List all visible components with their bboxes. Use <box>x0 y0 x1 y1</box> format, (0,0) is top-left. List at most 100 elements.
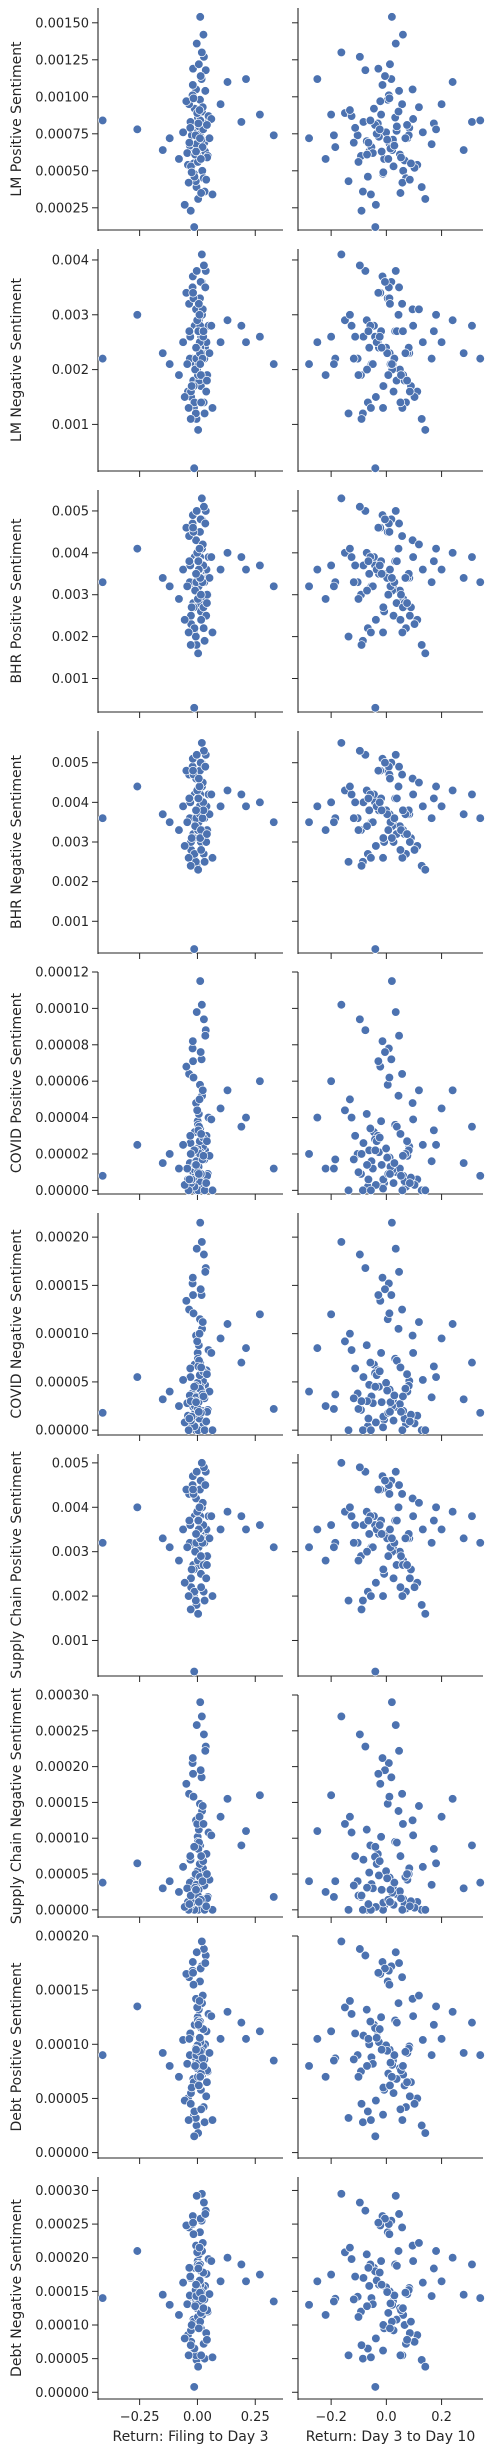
point <box>186 1149 196 1159</box>
point <box>380 1475 390 1486</box>
point <box>475 1538 485 1548</box>
point <box>186 206 196 216</box>
x-tick-label-2-0: −0.2 <box>315 2410 347 2425</box>
point <box>420 2362 430 2372</box>
y-tick-label-covid-positive-sentiment-3: 0.00006 <box>35 1075 89 1090</box>
point <box>304 1386 314 1397</box>
y-axis-label-debt-positive-sentiment: Debt Positive Sentiment <box>9 1962 25 2132</box>
point <box>350 123 360 133</box>
point <box>191 1885 201 1895</box>
point <box>312 1343 322 1353</box>
x-tick-label-1-0: −0.25 <box>120 2410 160 2425</box>
point <box>414 1498 424 1508</box>
point <box>158 1394 168 1404</box>
point <box>200 1267 210 1277</box>
point <box>207 403 218 413</box>
point <box>389 1158 400 1168</box>
point <box>345 1502 355 1512</box>
panel-bhr-positive-sentiment-col-1 <box>97 490 283 718</box>
point <box>467 2259 477 2270</box>
point <box>215 2276 226 2286</box>
point <box>388 1178 399 1188</box>
point <box>236 552 247 562</box>
point <box>378 2110 388 2120</box>
point <box>402 1369 412 1379</box>
point <box>467 117 477 127</box>
point <box>387 976 397 986</box>
point <box>184 1174 194 1185</box>
point <box>384 1308 395 1319</box>
point <box>349 1880 359 1891</box>
point <box>420 194 430 204</box>
point <box>447 1507 458 1517</box>
y-tick-label-lm-positive-sentiment-4: 0.00125 <box>35 53 89 68</box>
point <box>459 2048 469 2058</box>
point <box>391 38 401 49</box>
point <box>391 2191 401 2201</box>
point <box>396 1551 406 1561</box>
point <box>192 1007 202 1017</box>
point <box>418 1862 428 1872</box>
point <box>97 813 108 823</box>
point <box>447 785 458 796</box>
point <box>180 1578 190 1588</box>
point <box>236 321 247 331</box>
point <box>355 746 365 756</box>
point <box>198 1391 209 1402</box>
point <box>385 2058 396 2068</box>
point <box>394 1031 404 1041</box>
point <box>407 1493 418 1504</box>
point <box>201 1416 211 1427</box>
y-tick-label-bhr-positive-sentiment-4: 0.005 <box>52 504 89 519</box>
point <box>222 2007 233 2017</box>
point <box>189 2131 199 2141</box>
point <box>396 590 406 600</box>
point <box>370 1666 380 1677</box>
point <box>340 1819 350 1829</box>
point <box>394 1746 404 1756</box>
point <box>378 1564 388 1575</box>
point <box>329 359 339 369</box>
point <box>418 1524 428 1535</box>
point <box>349 813 359 823</box>
point <box>370 463 380 473</box>
panel-lm-positive-sentiment-col-1 <box>97 8 283 236</box>
point <box>184 1899 194 1909</box>
point <box>186 2099 196 2109</box>
point <box>236 117 247 127</box>
point <box>447 1085 458 1095</box>
point <box>408 321 418 331</box>
point <box>184 138 194 148</box>
point <box>370 1842 380 1852</box>
point <box>206 2011 216 2021</box>
point <box>178 801 188 811</box>
point <box>385 59 395 69</box>
point <box>393 543 404 554</box>
point <box>380 277 390 287</box>
point <box>414 1317 424 1327</box>
point <box>387 1217 397 1228</box>
point <box>408 1114 418 1125</box>
point <box>178 564 188 575</box>
point <box>371 200 381 210</box>
point <box>385 2323 395 2334</box>
point <box>418 2035 428 2045</box>
point <box>202 120 212 130</box>
point <box>420 865 430 875</box>
point <box>255 560 265 571</box>
point <box>193 2362 203 2372</box>
point <box>366 853 376 863</box>
point <box>189 1382 199 1392</box>
point <box>355 52 365 62</box>
point <box>383 590 393 600</box>
point <box>269 817 279 827</box>
point <box>363 1174 374 1185</box>
point <box>196 2350 206 2360</box>
point <box>199 1595 210 1606</box>
row-debt-positive-sentiment: Debt Positive Sentiment 0.00000 0.00005 0.0… <box>9 1930 485 2164</box>
point <box>194 543 205 554</box>
point <box>194 299 204 309</box>
point <box>312 74 322 84</box>
point <box>312 2276 322 2286</box>
point <box>269 1542 279 1552</box>
